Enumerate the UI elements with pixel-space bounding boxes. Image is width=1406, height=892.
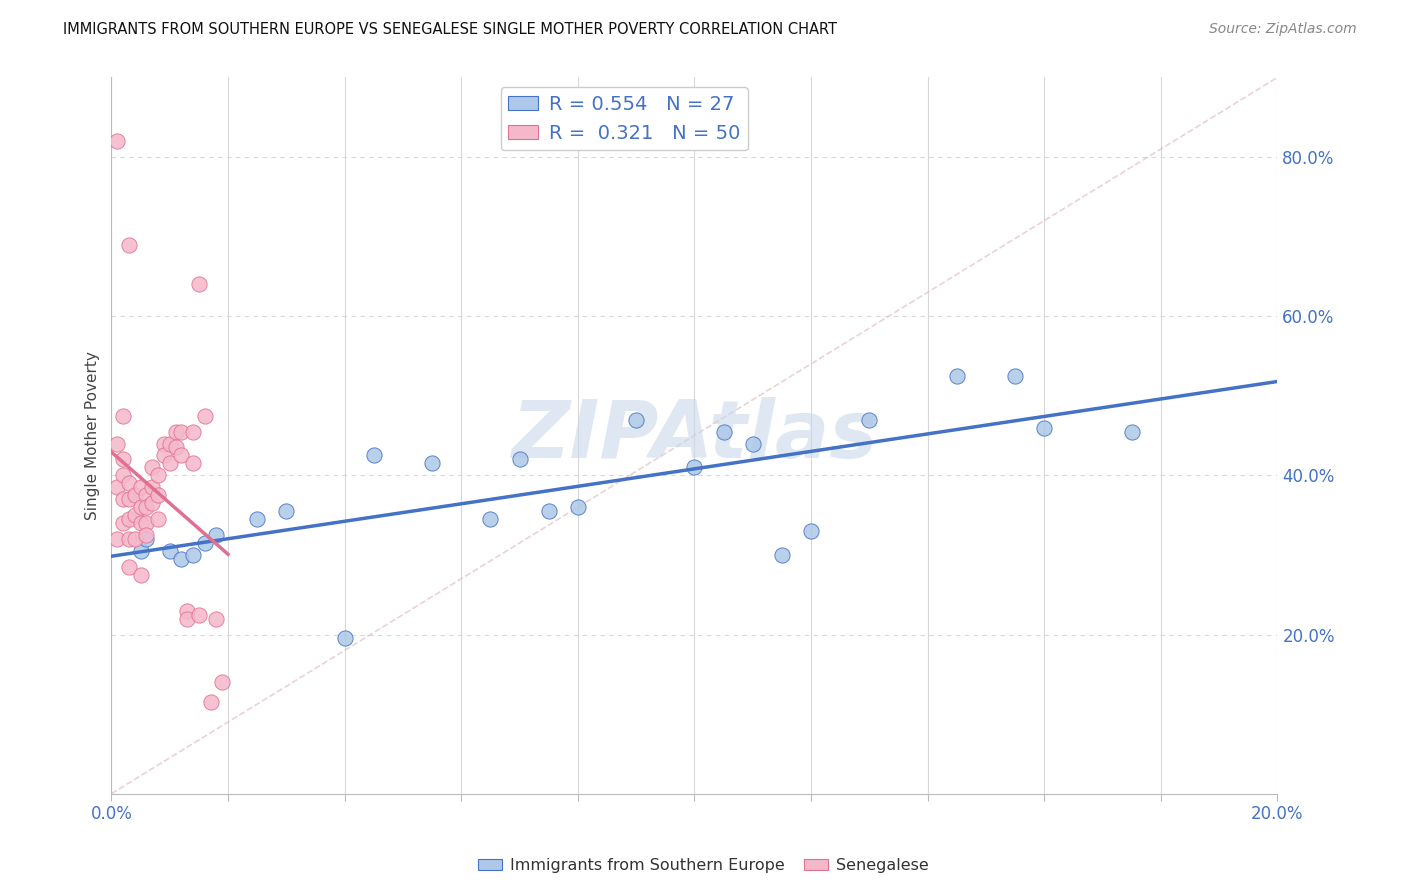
Point (1121, 425, 1143, 439)
Point (129, 516, 152, 530)
Point (135, 532, 157, 546)
Point (333, 632, 356, 646)
Point (181, 548, 204, 562)
Point (194, 536, 217, 550)
Point (135, 488, 157, 502)
Point (118, 492, 141, 507)
Point (135, 516, 157, 530)
Point (170, 425, 193, 439)
Point (420, 457, 443, 471)
Point (135, 500, 157, 515)
Point (159, 436, 181, 450)
Point (187, 277, 209, 292)
Point (129, 544, 152, 558)
Point (112, 452, 135, 467)
Point (118, 237, 141, 252)
Point (479, 512, 502, 526)
Point (945, 368, 967, 383)
Point (363, 449, 385, 463)
Point (508, 452, 530, 467)
Point (770, 548, 793, 562)
Point (165, 425, 187, 439)
Text: ZIPAtlas: ZIPAtlas (512, 397, 877, 475)
Point (135, 528, 157, 542)
Legend: R = 0.554   N = 27, R =  0.321   N = 50: R = 0.554 N = 27, R = 0.321 N = 50 (501, 87, 748, 151)
Point (105, 134, 128, 148)
Point (567, 500, 589, 515)
Point (713, 425, 735, 439)
Point (129, 567, 152, 582)
Point (246, 512, 269, 526)
Point (124, 488, 146, 502)
Point (741, 436, 763, 450)
Point (118, 476, 141, 491)
Point (176, 611, 198, 625)
Point (194, 409, 217, 423)
Point (181, 457, 204, 471)
Point (118, 532, 141, 546)
Point (141, 460, 163, 475)
Point (211, 675, 233, 690)
Point (146, 468, 169, 483)
Point (129, 500, 152, 515)
Legend: Immigrants from Southern Europe, Senegalese: Immigrants from Southern Europe, Senegal… (471, 852, 935, 880)
Point (200, 695, 222, 709)
Point (176, 604, 198, 618)
Point (537, 504, 560, 518)
Point (105, 532, 128, 546)
Point (170, 449, 193, 463)
Y-axis label: Single Mother Poverty: Single Mother Poverty (86, 351, 100, 520)
Point (153, 449, 176, 463)
Point (124, 508, 146, 523)
Point (105, 436, 128, 450)
Point (858, 412, 880, 426)
Point (683, 460, 706, 475)
Point (800, 524, 823, 538)
Point (624, 412, 647, 426)
Point (112, 409, 135, 423)
Point (181, 425, 204, 439)
Point (187, 607, 209, 622)
Point (170, 552, 193, 566)
Point (141, 496, 163, 510)
Point (146, 512, 169, 526)
Point (165, 441, 187, 455)
Point (146, 488, 169, 502)
Point (141, 480, 163, 494)
Point (153, 436, 176, 450)
Point (118, 512, 141, 526)
Point (159, 457, 181, 471)
Point (205, 528, 228, 542)
Text: IMMIGRANTS FROM SOUTHERN EUROPE VS SENEGALESE SINGLE MOTHER POVERTY CORRELATION : IMMIGRANTS FROM SOUTHERN EUROPE VS SENEG… (63, 22, 837, 37)
Text: Source: ZipAtlas.com: Source: ZipAtlas.com (1209, 22, 1357, 37)
Point (276, 504, 298, 518)
Point (112, 492, 135, 507)
Point (129, 480, 152, 494)
Point (112, 516, 135, 530)
Point (205, 611, 228, 625)
Point (112, 468, 135, 483)
Point (118, 560, 141, 574)
Point (124, 532, 146, 546)
Point (105, 480, 128, 494)
Point (159, 544, 181, 558)
Point (1004, 368, 1026, 383)
Point (1033, 420, 1056, 434)
